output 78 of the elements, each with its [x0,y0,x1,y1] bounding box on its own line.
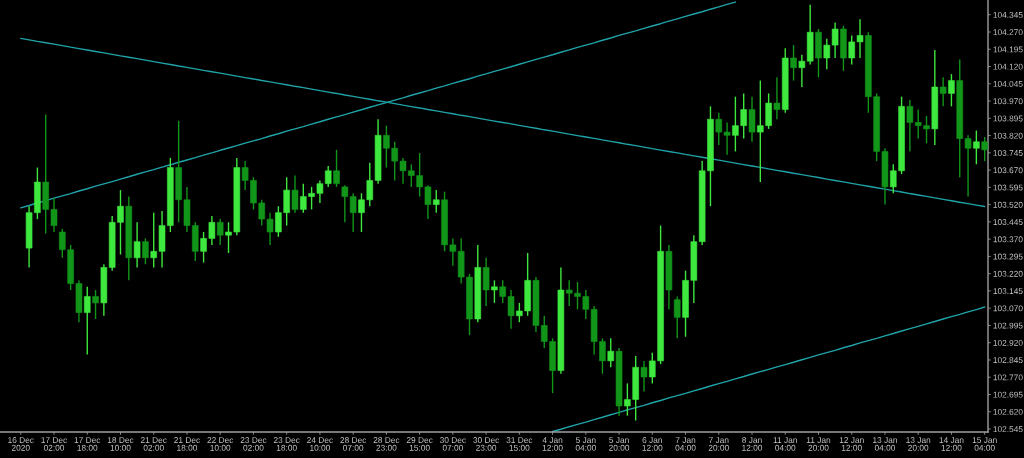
x-tick-label: 30 Dec 07:00 [439,437,466,451]
candlestick [981,136,988,162]
x-tick-label: 30 Dec 23:00 [473,437,500,451]
y-tick-label: 103.670 [993,167,1023,174]
y-tick-label: 102.920 [993,339,1023,346]
x-tick-label: 15 Jan 04:00 [972,437,997,451]
x-tick-label: 8 Jan 12:00 [742,437,763,451]
x-tick-label: 11 Jan 20:00 [806,437,831,451]
x-tick-label: 7 Jan 04:00 [675,437,696,451]
x-tick-label: 5 Jan 20:00 [609,437,630,451]
candlestick [748,95,756,143]
candlestick [216,218,224,246]
candlestick [482,257,490,307]
candlestick [640,360,648,393]
x-tick-label: 31 Dec 15:00 [506,437,533,451]
y-tick-label: 103.220 [993,270,1023,277]
candlestick [92,289,99,320]
y-tick-label: 103.295 [993,253,1023,260]
candlestick [83,286,91,356]
y-tick-label: 104.045 [993,80,1023,87]
candlestick [973,129,980,166]
y-tick-label: 103.445 [993,219,1023,225]
candlestick [133,221,141,269]
x-tick-label: 12 Jan 12:00 [839,437,864,451]
y-tick-label: 102.995 [993,322,1023,329]
y-tick-label: 103.145 [993,288,1023,295]
x-tick-label: 21 Dec 02:00 [140,437,167,451]
candlestick [607,337,615,369]
y-tick-label: 102.770 [993,374,1023,381]
candlestick [142,237,149,265]
y-tick-label: 102.695 [993,391,1023,398]
y-tick-label: 103.070 [993,305,1023,312]
candlestick [948,73,955,108]
candlestick [773,76,781,120]
y-tick-label: 102.845 [993,357,1023,364]
x-tick-label: 17 Dec 02:00 [41,437,67,451]
candlestick [939,76,947,108]
line-series [551,306,986,432]
y-tick-label: 102.620 [993,408,1023,415]
y-tick-label: 103.970 [993,98,1023,105]
y-tick-label: 103.370 [993,236,1023,243]
x-tick-label: 18 Dec 10:00 [107,437,134,451]
candlestick [491,279,498,304]
y-tick-label: 103.520 [993,201,1023,208]
x-tick-label: 13 Jan 04:00 [873,437,897,451]
y-tick-label: 103.820 [993,132,1023,139]
candlestick [673,295,681,340]
y-tick-label: 103.895 [993,115,1023,122]
x-tick-label: 16 Dec 2020 [8,437,34,451]
x-tick-label: 11 Jan 04:00 [773,437,797,451]
candlestick [341,184,349,224]
x-tick-label: 24 Dec 10:00 [307,437,333,451]
x-tick-label: 23 Dec 02:00 [240,437,267,451]
x-tick-label: 4 Jan 12:00 [542,437,563,451]
candlestick [333,149,340,188]
y-tick-label: 104.120 [993,63,1023,70]
x-tick-label: 13 Jan 20:00 [906,437,931,451]
y-tick-label: 103.595 [993,184,1023,191]
candlestick [432,189,440,214]
x-tick-label: 5 Jan 04:00 [575,437,596,451]
x-tick-label: 28 Dec 07:00 [340,437,367,451]
x-tick-label: 7 Jan 20:00 [708,437,729,451]
y-tick-label: 104.195 [993,46,1023,53]
y-tick-label: 102.545 [993,426,1023,433]
candlestick [349,192,357,233]
x-tick-label: 23 Dec 18:00 [273,437,300,451]
x-tick-label: 17 Dec 18:00 [74,437,101,451]
x-tick-label: 21 Dec 18:00 [174,437,200,451]
x-tick-label: 28 Dec 23:00 [373,437,400,451]
candlestick [291,174,299,214]
y-tick-label: 104.270 [993,29,1023,36]
candlestick [790,44,797,82]
x-tick-label: 6 Jan 12:00 [642,437,663,451]
x-tick-label: 29 Dec 15:00 [406,437,433,451]
x-tick-label: 22 Dec 10:00 [207,437,234,451]
y-tick-label: 104.345 [993,11,1023,18]
x-tick-label: 14 Jan 12:00 [939,437,964,451]
y-tick-label: 103.745 [993,150,1023,156]
